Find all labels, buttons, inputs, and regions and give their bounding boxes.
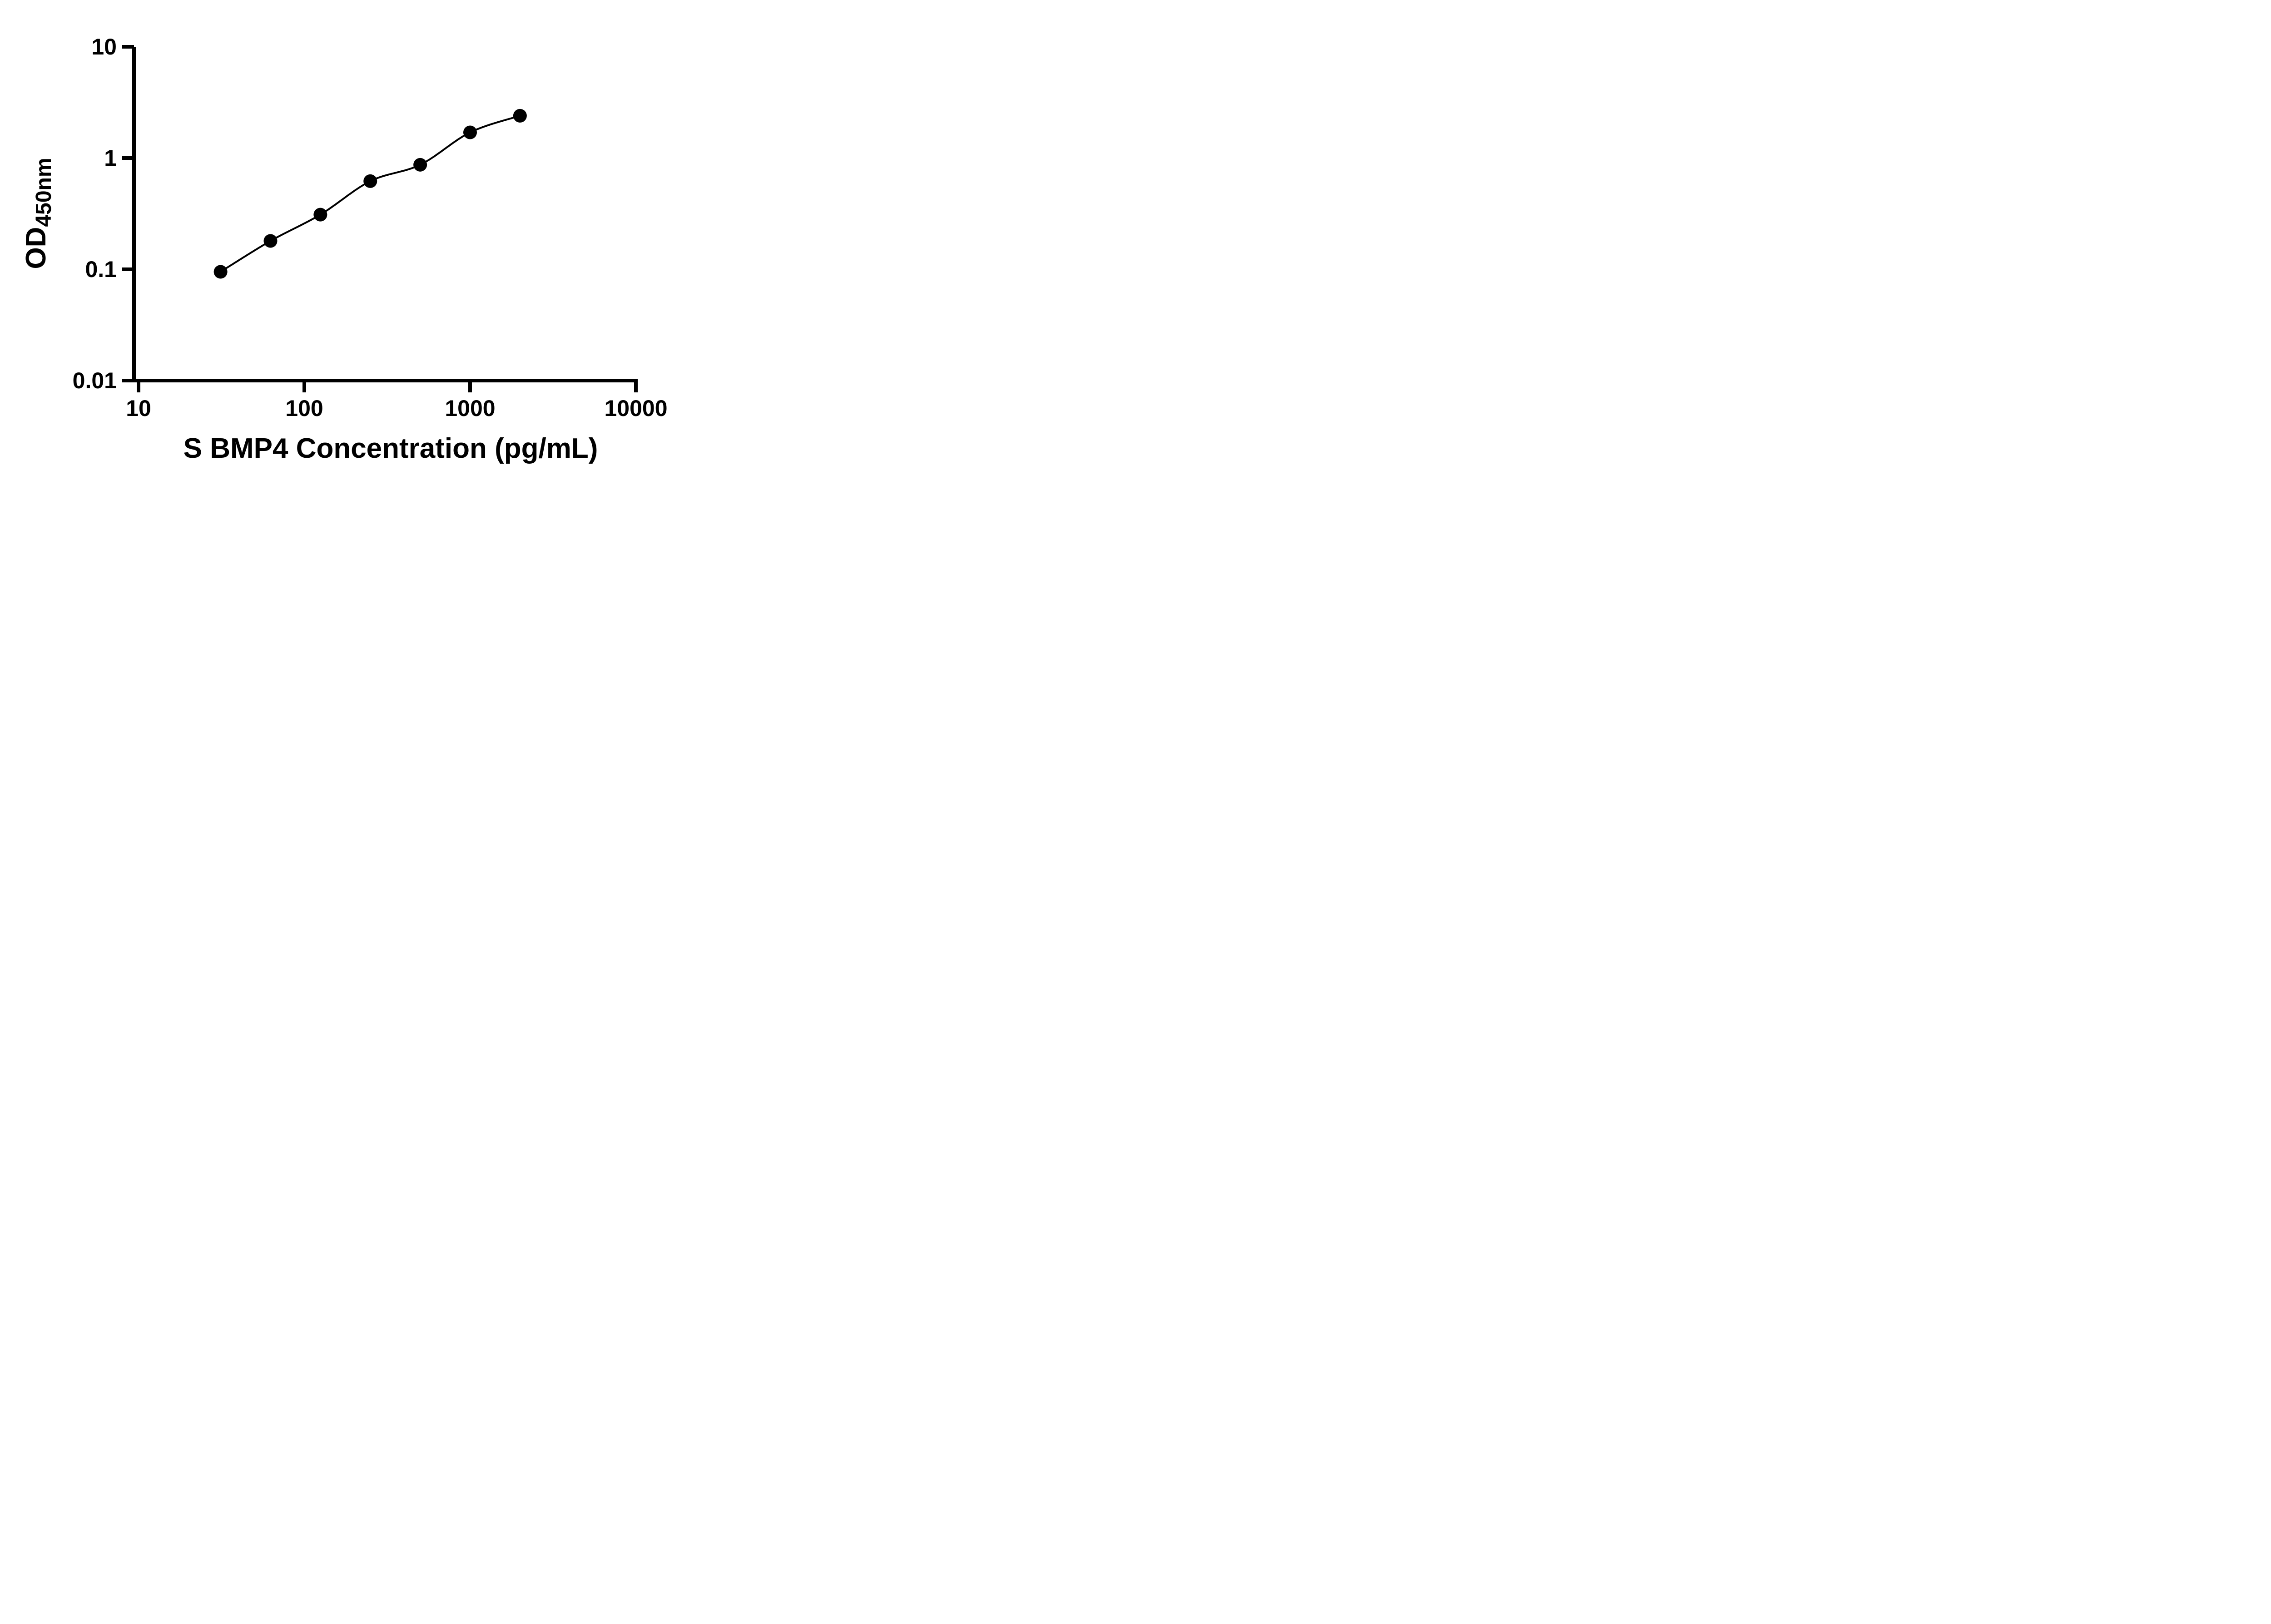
x-tick-label: 100 — [285, 396, 323, 421]
y-tick-label: 0.1 — [85, 257, 117, 282]
data-point — [513, 109, 527, 123]
y-tick-label: 10 — [91, 34, 117, 59]
tick-marks — [122, 45, 638, 392]
fit-curve — [220, 114, 521, 273]
data-point — [263, 234, 278, 248]
x-axis-title: S BMP4 Concentration (pg/mL) — [183, 433, 598, 464]
data-point — [213, 265, 228, 279]
data-points — [213, 109, 527, 279]
x-tick-label: 10 — [126, 396, 151, 421]
x-tick-label: 10000 — [604, 396, 667, 421]
data-point — [363, 174, 377, 188]
y-tick-label: 1 — [104, 145, 117, 171]
y-tick-label: 0.01 — [73, 368, 117, 393]
elisa-standard-curve-chart: 10 100 1000 10000 0.01 0.1 1 10 S BMP4 Concentr… — [0, 0, 699, 487]
y-axis-title: OD450nm — [20, 158, 56, 269]
axes — [132, 47, 638, 382]
axis-lines — [132, 47, 638, 382]
standard-curve-plot: 10 100 1000 10000 0.01 0.1 1 10 S BMP4 Concentr… — [20, 34, 668, 464]
y-axis-title-main: OD — [20, 227, 52, 269]
data-point — [463, 125, 477, 139]
fit-curve-path — [220, 114, 521, 273]
data-point — [313, 208, 327, 222]
data-point — [413, 158, 427, 172]
x-tick-label: 1000 — [445, 396, 495, 421]
y-axis-title-subscript: 450nm — [32, 158, 56, 227]
tick-labels: 10 100 1000 10000 0.01 0.1 1 10 — [73, 34, 668, 421]
